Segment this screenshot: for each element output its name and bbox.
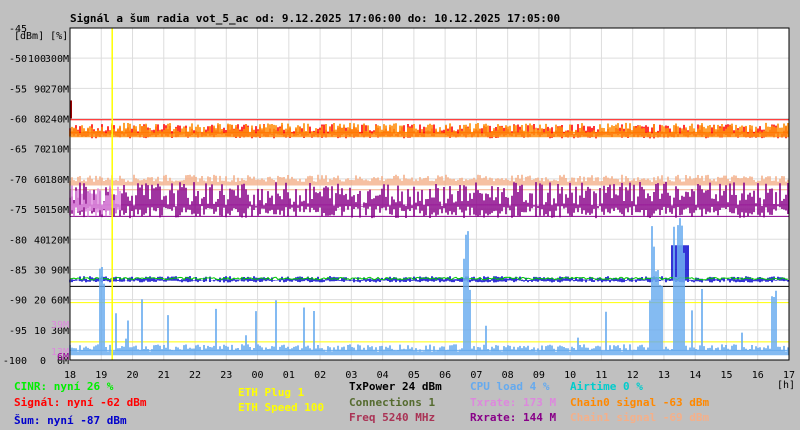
y-tick-rate: 0M	[57, 356, 69, 367]
y-tick-pct: 30	[34, 265, 46, 276]
x-tick-label: 01	[283, 370, 295, 381]
legend-freq: Freq 5240 MHz	[349, 411, 436, 424]
y-tick-pct: 70	[34, 145, 46, 156]
legend-noise: Šum: nyní -87 dBm	[14, 414, 127, 427]
legend-rxrate: Rxrate: 144 M	[470, 411, 557, 424]
y-tick-pct: 80	[34, 115, 46, 126]
x-tick-label: 13	[658, 370, 670, 381]
series-cinr	[69, 276, 789, 281]
side-label: 13M	[51, 347, 69, 358]
y-tick-dbm: -95	[9, 326, 27, 337]
x-tick-label: 16	[752, 370, 764, 381]
x-tick-label: 15	[720, 370, 732, 381]
legend-connections: Connections 1	[349, 396, 436, 409]
x-tick-label: 20	[126, 370, 138, 381]
y-tick-pct: 100	[28, 54, 46, 65]
x-tick-label: 07	[470, 370, 482, 381]
x-tick-label: 14	[689, 370, 701, 381]
x-tick-label: 02	[314, 370, 326, 381]
y-tick-dbm: -60	[9, 115, 27, 126]
legend-signal: Signál: nyní -62 dBm	[14, 396, 147, 409]
y-tick-rate: 30M	[51, 326, 69, 337]
legend-eth-plug: ETH Plug 1	[238, 386, 305, 399]
y-tick-pct: 0	[40, 356, 46, 367]
y-tick-dbm: -65	[9, 145, 27, 156]
y-tick-rate: 90M	[51, 265, 69, 276]
x-tick-label: 11	[595, 370, 607, 381]
x-tick-label: 23	[220, 370, 232, 381]
x-tick-label: 12	[627, 370, 639, 381]
y-tick-dbm: -50	[9, 54, 27, 65]
y-tick-pct: 60	[34, 175, 46, 186]
y-tick-pct: 50	[34, 205, 46, 216]
legend-txpower: TxPower 24 dBm	[349, 380, 442, 393]
y-tick-rate: 60M	[51, 296, 69, 307]
x-axis-label: [h]	[777, 380, 795, 391]
y-tick-pct: 90	[34, 84, 46, 95]
y-tick-dbm: -80	[9, 235, 27, 246]
legend-cpu: CPU load 4 %	[470, 380, 550, 393]
x-tick-label: 19	[95, 370, 107, 381]
y-tick-rate: 300M	[45, 54, 69, 65]
x-tick-label: 10	[564, 370, 576, 381]
x-tick-label: 21	[158, 370, 170, 381]
side-label: 6M	[57, 352, 69, 363]
y-tick-pct: 20	[34, 296, 46, 307]
y-tick-rate: 270M	[45, 84, 69, 95]
y-tick-rate: 180M	[45, 175, 69, 186]
x-tick-label: 22	[189, 370, 201, 381]
plot-frame	[69, 27, 790, 361]
y-tick-pct: 10	[34, 326, 46, 337]
legend-chain1: Chain1 signal -69 dBm	[570, 411, 710, 424]
legend-cinr: CINR: nyní 26 %	[14, 380, 114, 393]
side-label: 39M	[51, 320, 69, 331]
y-tick-dbm: -45	[9, 24, 27, 35]
y-tick-dbm: -70	[9, 175, 27, 186]
x-tick-label: 00	[252, 370, 264, 381]
legend-airtime: Airtime 0 %	[570, 380, 643, 393]
y-tick-dbm: -85	[9, 265, 27, 276]
y-tick-rate: 240M	[45, 115, 69, 126]
x-tick-label: 08	[502, 370, 514, 381]
x-tick-label: 09	[533, 370, 545, 381]
y-tick-rate: 210M	[45, 145, 69, 156]
x-tick-label: 17	[783, 370, 795, 381]
legend-txrate: Txrate: 173 M	[470, 396, 557, 409]
x-tick-label: 03	[345, 370, 357, 381]
legend-chain0: Chain0 signal -63 dBm	[570, 396, 710, 409]
x-tick-label: 05	[408, 370, 420, 381]
units-label: [dBm] [%]	[14, 31, 68, 42]
y-tick-dbm: -55	[9, 84, 27, 95]
legend-eth-speed: ETH Speed 100	[238, 401, 325, 414]
y-tick-rate: 120M	[45, 235, 69, 246]
x-tick-label: 18	[64, 370, 76, 381]
y-tick-dbm: -100	[3, 356, 27, 367]
y-tick-dbm: -90	[9, 296, 27, 307]
y-tick-dbm: -75	[9, 205, 27, 216]
y-tick-pct: 40	[34, 235, 46, 246]
x-tick-label: 06	[439, 370, 451, 381]
x-tick-label: 04	[377, 370, 389, 381]
y-tick-rate: 150M	[45, 205, 69, 216]
chart-title: Signál a šum radia vot_5_ac od: 9.12.202…	[70, 12, 560, 25]
